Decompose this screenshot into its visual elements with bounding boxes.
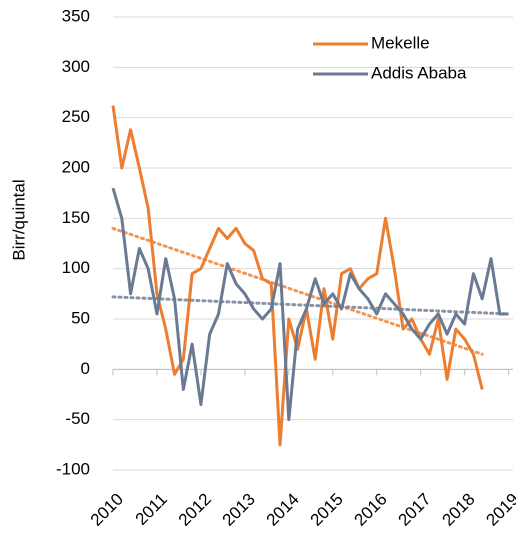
x-tick-label: 2015 (307, 490, 347, 530)
series-line (111, 187, 509, 422)
y-tick-label: 50 (71, 308, 90, 327)
x-tick-label: 2014 (263, 490, 303, 530)
x-tick-label: 2011 (132, 490, 171, 529)
legend-label: Addis Ababa (371, 63, 467, 82)
x-tick-label: 2017 (395, 490, 435, 530)
y-tick-label: 200 (62, 157, 90, 176)
x-tick-label: 2018 (438, 490, 478, 530)
y-tick-label: 0 (81, 359, 90, 378)
x-tick-label: 2016 (351, 490, 391, 530)
y-tick-label: 250 (62, 107, 90, 126)
x-tick-label: 2010 (87, 490, 127, 530)
y-tick-label: -50 (65, 409, 90, 428)
x-tick-label: 2019 (482, 490, 516, 530)
x-tick-label: 2012 (175, 490, 215, 530)
trend-line (111, 295, 511, 316)
trend-line (111, 226, 484, 356)
y-tick-label: 100 (62, 258, 90, 277)
y-axis-label: Birr/quintal (9, 179, 28, 260)
x-tick-label: 2013 (219, 490, 259, 530)
legend-label: Mekelle (371, 33, 430, 52)
y-tick-label: -100 (56, 459, 90, 478)
y-tick-label: 300 (62, 57, 90, 76)
y-tick-label: 150 (62, 208, 90, 227)
y-tick-label: 350 (62, 6, 90, 25)
